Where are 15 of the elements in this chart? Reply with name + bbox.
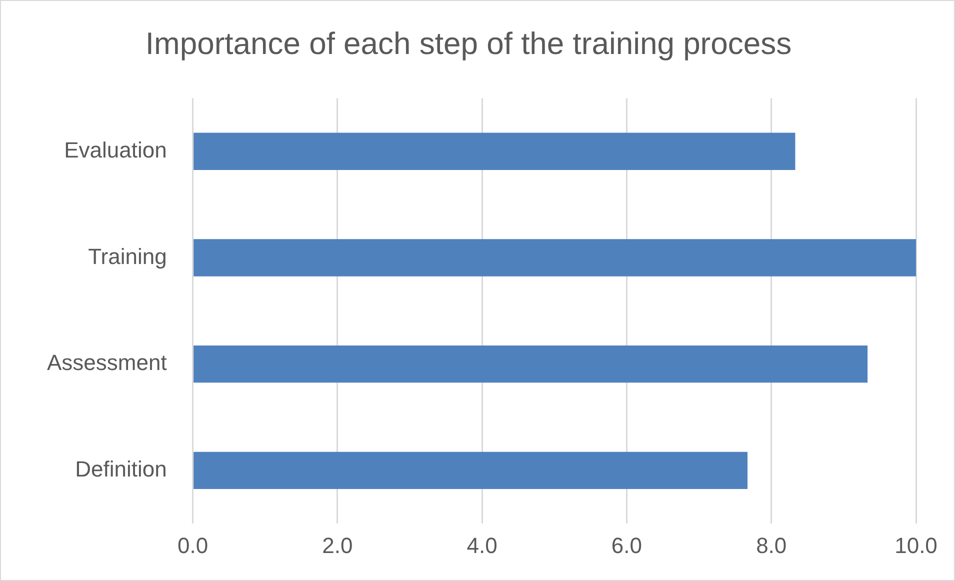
x-tick-label: 8.0 [756,532,787,558]
y-tick-label: Evaluation [64,137,167,162]
x-tick-label: 4.0 [466,532,498,558]
bar [194,132,796,170]
bar [194,452,748,490]
x-tick-label: 0.0 [178,532,208,558]
x-tick-label: 10.0 [894,532,938,558]
bar [194,345,868,383]
bar [194,239,916,276]
x-tick-label: 6.0 [611,532,642,558]
chart-title: Importance of each step of the training process [145,26,792,62]
y-tick-label: Assessment [46,350,167,376]
y-tick-label: Training [88,244,167,269]
x-tick-label: 2.0 [322,532,353,558]
y-tick-label: Definition [75,456,167,482]
